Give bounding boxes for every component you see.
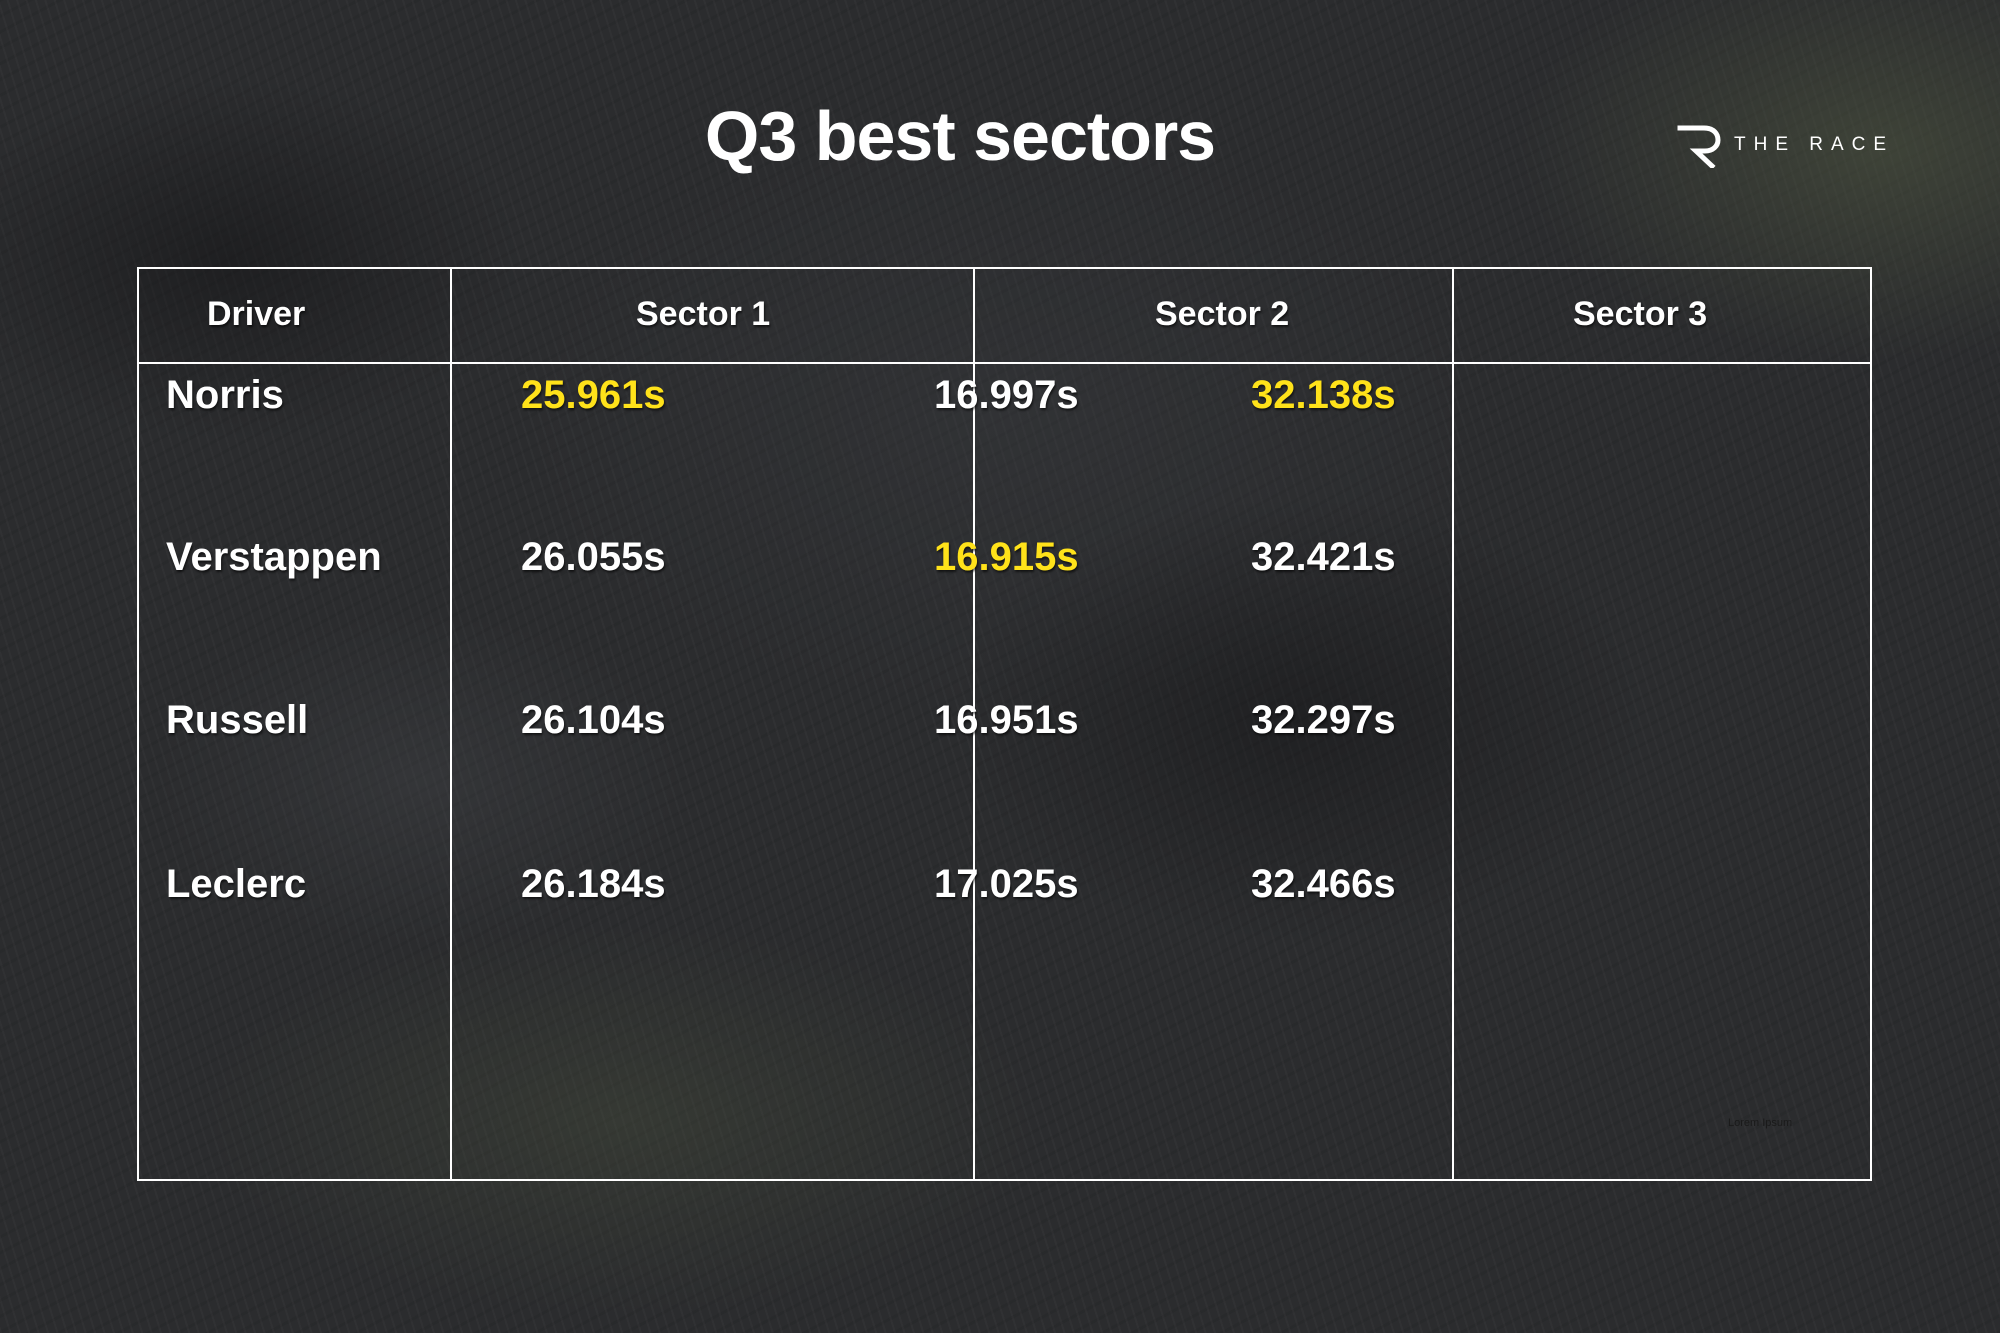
column-divider — [450, 269, 452, 1179]
header-sector-3: Sector 3 — [1573, 295, 1708, 333]
sector-time-sector-1: 26.184s — [521, 862, 666, 906]
sector-time-sector-1: 25.961s — [521, 373, 666, 417]
header-sector-2: Sector 2 — [1155, 295, 1290, 333]
sector-time-sector-3: 32.421s — [1251, 535, 1396, 579]
footnote-text: Lorem Ipsum — [1728, 1117, 1793, 1129]
sector-time-sector-2: 16.915s — [934, 535, 1079, 579]
column-divider — [973, 269, 975, 1179]
header-divider — [139, 362, 1870, 364]
driver-name: Leclerc — [166, 862, 307, 906]
driver-name: Norris — [166, 373, 284, 417]
driver-name: Russell — [166, 698, 309, 742]
column-divider — [1452, 269, 1454, 1179]
sector-time-sector-1: 26.055s — [521, 535, 666, 579]
sector-time-sector-2: 17.025s — [934, 862, 1079, 906]
header-sector-1: Sector 1 — [636, 295, 771, 333]
sector-time-sector-3: 32.466s — [1251, 862, 1396, 906]
sector-time-sector-2: 16.951s — [934, 698, 1079, 742]
brand-logo: THE RACE — [1676, 124, 1895, 168]
driver-name: Verstappen — [166, 535, 382, 579]
sector-time-sector-1: 26.104s — [521, 698, 666, 742]
page-title: Q3 best sectors — [704, 97, 1216, 175]
sector-times-table: Driver Sector 1 Sector 2 Sector 3 Norris… — [137, 267, 1872, 1181]
sector-time-sector-3: 32.138s — [1251, 373, 1396, 417]
brand-name: THE RACE — [1734, 134, 1895, 155]
the-race-logo-icon — [1677, 125, 1721, 168]
sector-time-sector-3: 32.297s — [1251, 698, 1396, 742]
sector-time-sector-2: 16.997s — [934, 373, 1079, 417]
header-driver: Driver — [207, 295, 306, 333]
